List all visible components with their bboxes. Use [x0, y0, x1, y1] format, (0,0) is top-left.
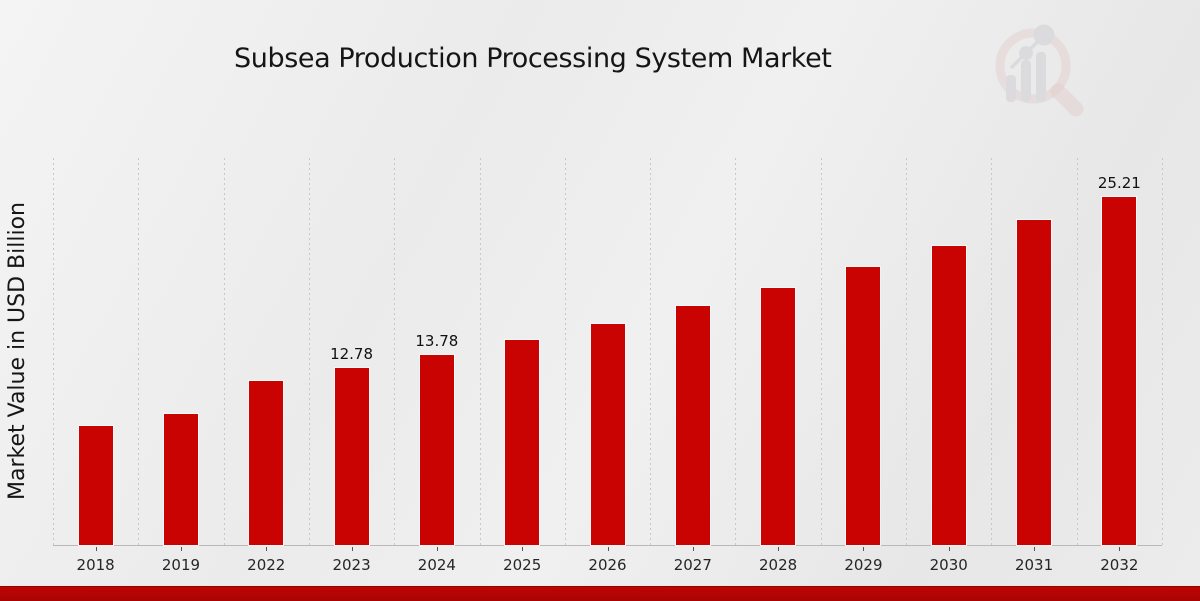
x-tick — [948, 547, 950, 551]
bar-trend-icon — [1006, 24, 1055, 102]
x-tick — [692, 547, 694, 551]
bar-2029 — [846, 267, 881, 545]
x-tick-label-2025: 2025 — [503, 556, 542, 574]
bar-2023 — [334, 368, 369, 545]
bar-2032 — [1102, 196, 1137, 545]
plot-area: 2018 2019 2022 2023 12.78 2024 13.78 2025 2026 20… — [53, 158, 1163, 574]
x-tick-label-2023: 2023 — [332, 556, 371, 574]
x-tick-label-2024: 2024 — [417, 556, 456, 574]
x-tick — [1034, 547, 1036, 551]
chart-title: Subsea Production Processing System Mark… — [234, 43, 832, 74]
x-tick-label-2026: 2026 — [588, 556, 627, 574]
x-tick-label-2019: 2019 — [161, 556, 201, 574]
gridline — [223, 158, 225, 545]
x-tick-label-2030: 2030 — [929, 556, 968, 574]
data-label-2032: 25.21 — [1097, 173, 1141, 192]
x-tick-label-2032: 2032 — [1100, 556, 1139, 574]
bar-2027 — [675, 306, 710, 545]
gridline — [138, 158, 140, 545]
bar-2019 — [163, 413, 198, 545]
bar-2024 — [419, 354, 454, 545]
bar-2031 — [1017, 219, 1052, 545]
gridline — [479, 158, 481, 545]
x-tick-label-2027: 2027 — [673, 556, 712, 574]
y-axis-label: Market Value in USD Billion — [5, 201, 30, 501]
bar-2030 — [931, 245, 966, 545]
x-tick — [436, 547, 438, 551]
watermark-logo — [995, 24, 1084, 117]
gridline — [1076, 158, 1078, 545]
x-tick — [180, 547, 182, 551]
gridline — [991, 158, 993, 545]
x-tick-label-2029: 2029 — [844, 556, 883, 574]
bar-2028 — [761, 287, 796, 545]
gridline — [394, 158, 396, 545]
x-tick — [1119, 547, 1121, 551]
x-tick — [266, 547, 268, 551]
bar-2026 — [590, 323, 625, 545]
gridline — [735, 158, 737, 545]
bar-2018 — [78, 426, 113, 545]
x-tick-label-2022: 2022 — [247, 556, 286, 574]
x-tick-label-2018: 2018 — [76, 556, 115, 574]
gridline — [820, 158, 822, 545]
footer-strip — [0, 586, 1200, 601]
gridline — [308, 158, 310, 545]
x-tick — [778, 547, 780, 551]
x-tick — [607, 547, 609, 551]
gridline — [1162, 158, 1163, 545]
bar-2022 — [249, 381, 284, 545]
gridline — [564, 158, 566, 545]
x-tick-label-2031: 2031 — [1014, 556, 1054, 574]
magnifier-icon — [995, 28, 1084, 117]
x-tick — [522, 547, 524, 551]
data-label-2023: 12.78 — [330, 345, 374, 364]
gridline — [650, 158, 652, 545]
x-tick — [351, 547, 353, 551]
x-tick — [863, 547, 865, 551]
x-tick-label-2028: 2028 — [759, 556, 798, 574]
bar-2025 — [505, 339, 540, 545]
data-label-2024: 13.78 — [415, 331, 459, 350]
gridline — [906, 158, 908, 545]
x-axis-line — [53, 545, 1162, 546]
gridline — [53, 158, 54, 545]
x-tick — [95, 547, 97, 551]
